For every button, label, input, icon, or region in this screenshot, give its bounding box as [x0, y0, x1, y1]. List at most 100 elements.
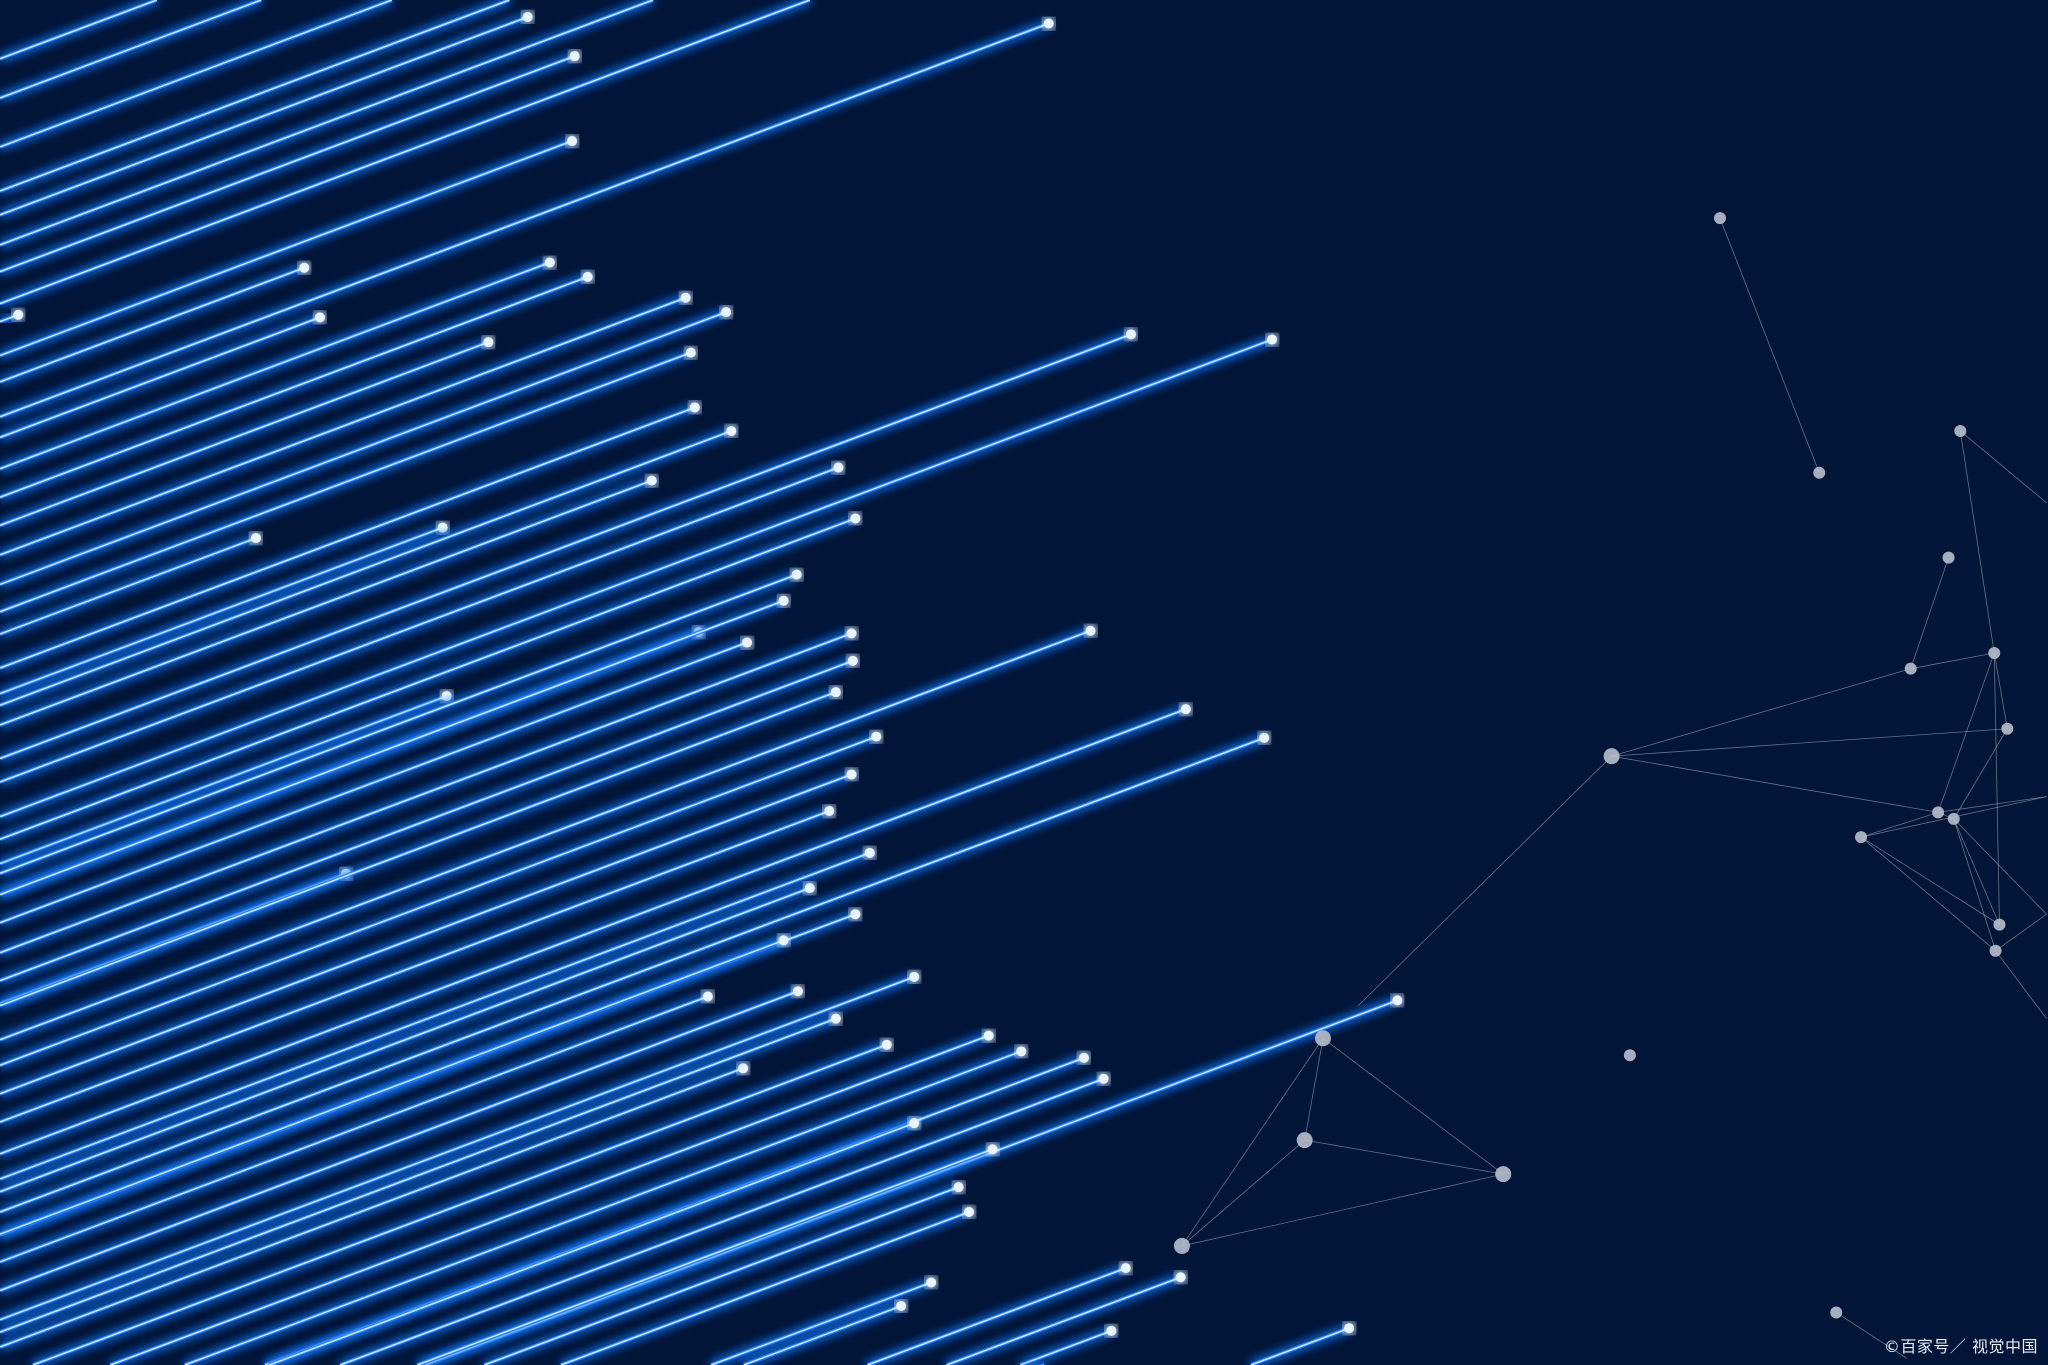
network-node: [1942, 551, 1955, 564]
network-node: [2001, 722, 2014, 735]
light-line-core: [0, 537, 257, 635]
network-edge: [1937, 652, 1995, 813]
line-end-dot: [1016, 1046, 1027, 1057]
light-line-core: [0, 311, 727, 586]
light-line-core: [0, 338, 1273, 818]
line-end-dot: [1078, 1052, 1089, 1063]
network-edge: [1993, 652, 2008, 729]
light-line-core: [0, 810, 830, 1123]
network-edge: [1719, 217, 1820, 473]
line-end-dot: [871, 731, 882, 742]
network-edge: [1938, 796, 2047, 813]
line-end-dot: [804, 883, 815, 894]
light-line-core: [0, 16, 528, 216]
network-edge: [1995, 913, 2047, 952]
network-node: [1173, 1237, 1190, 1254]
network-edge: [1953, 818, 2000, 925]
light-line-core: [0, 0, 393, 148]
network-node: [1989, 944, 2002, 957]
network-edge: [1304, 1139, 1504, 1175]
light-line-core: [0, 939, 784, 1235]
light-line-core: [0, 276, 588, 499]
light-line-core: [0, 430, 732, 706]
line-end-dot: [830, 687, 841, 698]
light-line-core: [0, 600, 784, 896]
network-edge: [1860, 836, 2000, 925]
network-node: [1855, 831, 1868, 844]
light-line-core: [0, 630, 1091, 1041]
network-node: [1988, 647, 2001, 659]
network-edge: [1953, 818, 2047, 915]
network-node: [1714, 212, 1727, 225]
line-end-dot: [314, 312, 325, 323]
network-node: [1993, 918, 2006, 931]
light-line-core: [0, 479, 652, 726]
line-end-dot: [250, 533, 261, 544]
light-line-core: [0, 406, 696, 669]
line-end-dot: [13, 309, 24, 320]
network-edge: [1910, 557, 1949, 669]
line-end-dot: [299, 262, 310, 273]
network-node: [1932, 806, 1945, 819]
line-end-dot: [522, 11, 533, 22]
network-node: [1947, 812, 1960, 825]
light-lines: [0, 0, 1403, 1365]
light-line-core: [0, 708, 1187, 1155]
light-line-core: [0, 55, 575, 273]
network-node: [1904, 662, 1917, 675]
line-end-dot: [1120, 1263, 1131, 1274]
line-end-dot: [742, 637, 753, 648]
line-end-dot: [1085, 625, 1096, 636]
line-end-dot: [953, 1182, 964, 1193]
light-line-core: [0, 573, 797, 875]
network-edge: [1993, 652, 2000, 925]
line-end-dot: [926, 1277, 937, 1288]
line-end-dot: [791, 569, 802, 580]
line-end-dot: [830, 1013, 841, 1024]
light-line-core: [0, 0, 510, 192]
light-line-core: [0, 0, 654, 246]
network-node: [1813, 466, 1826, 479]
line-end-dot: [792, 986, 803, 997]
line-end-dot: [689, 402, 700, 413]
light-line-core: [0, 852, 871, 1180]
line-end-dot: [964, 1206, 975, 1217]
network-edge: [1995, 950, 2047, 1019]
network-edge: [1959, 430, 1995, 654]
network-edge: [1953, 818, 1996, 951]
light-line-core: [867, 1267, 1127, 1365]
light-line-core: [0, 976, 915, 1321]
light-line-core: [0, 261, 551, 470]
line-end-dot: [1043, 18, 1054, 29]
line-end-dot: [582, 271, 593, 282]
network-edge: [1611, 755, 1939, 813]
light-line-core: [0, 333, 1132, 760]
network-edge: [1836, 1312, 1907, 1359]
line-end-dot: [1180, 704, 1191, 715]
light-line-core: [0, 773, 852, 1095]
line-end-dot: [983, 1030, 994, 1041]
line-end-dot: [483, 337, 494, 348]
line-end-dot: [896, 1301, 907, 1311]
line-end-dot: [721, 307, 732, 318]
light-line-core: [0, 316, 321, 439]
network-edge: [1304, 1038, 1324, 1141]
network-node: [1623, 1049, 1636, 1062]
network-node: [1830, 1306, 1843, 1319]
network-edge: [1181, 1173, 1504, 1247]
light-line-core: [424, 999, 1398, 1365]
line-end-dot: [909, 971, 920, 982]
light-line-core: [710, 1281, 932, 1365]
light-line-core: [0, 22, 1049, 418]
light-line-core: [743, 1305, 902, 1365]
light-line-core: [0, 737, 1265, 1213]
light-line-core: [1250, 1327, 1350, 1365]
light-line-core: [0, 695, 447, 865]
light-line-core: [0, 995, 709, 1263]
light-line-core: [0, 0, 811, 305]
light-line-core: [184, 1050, 1022, 1365]
light-line-core: [0, 0, 262, 99]
